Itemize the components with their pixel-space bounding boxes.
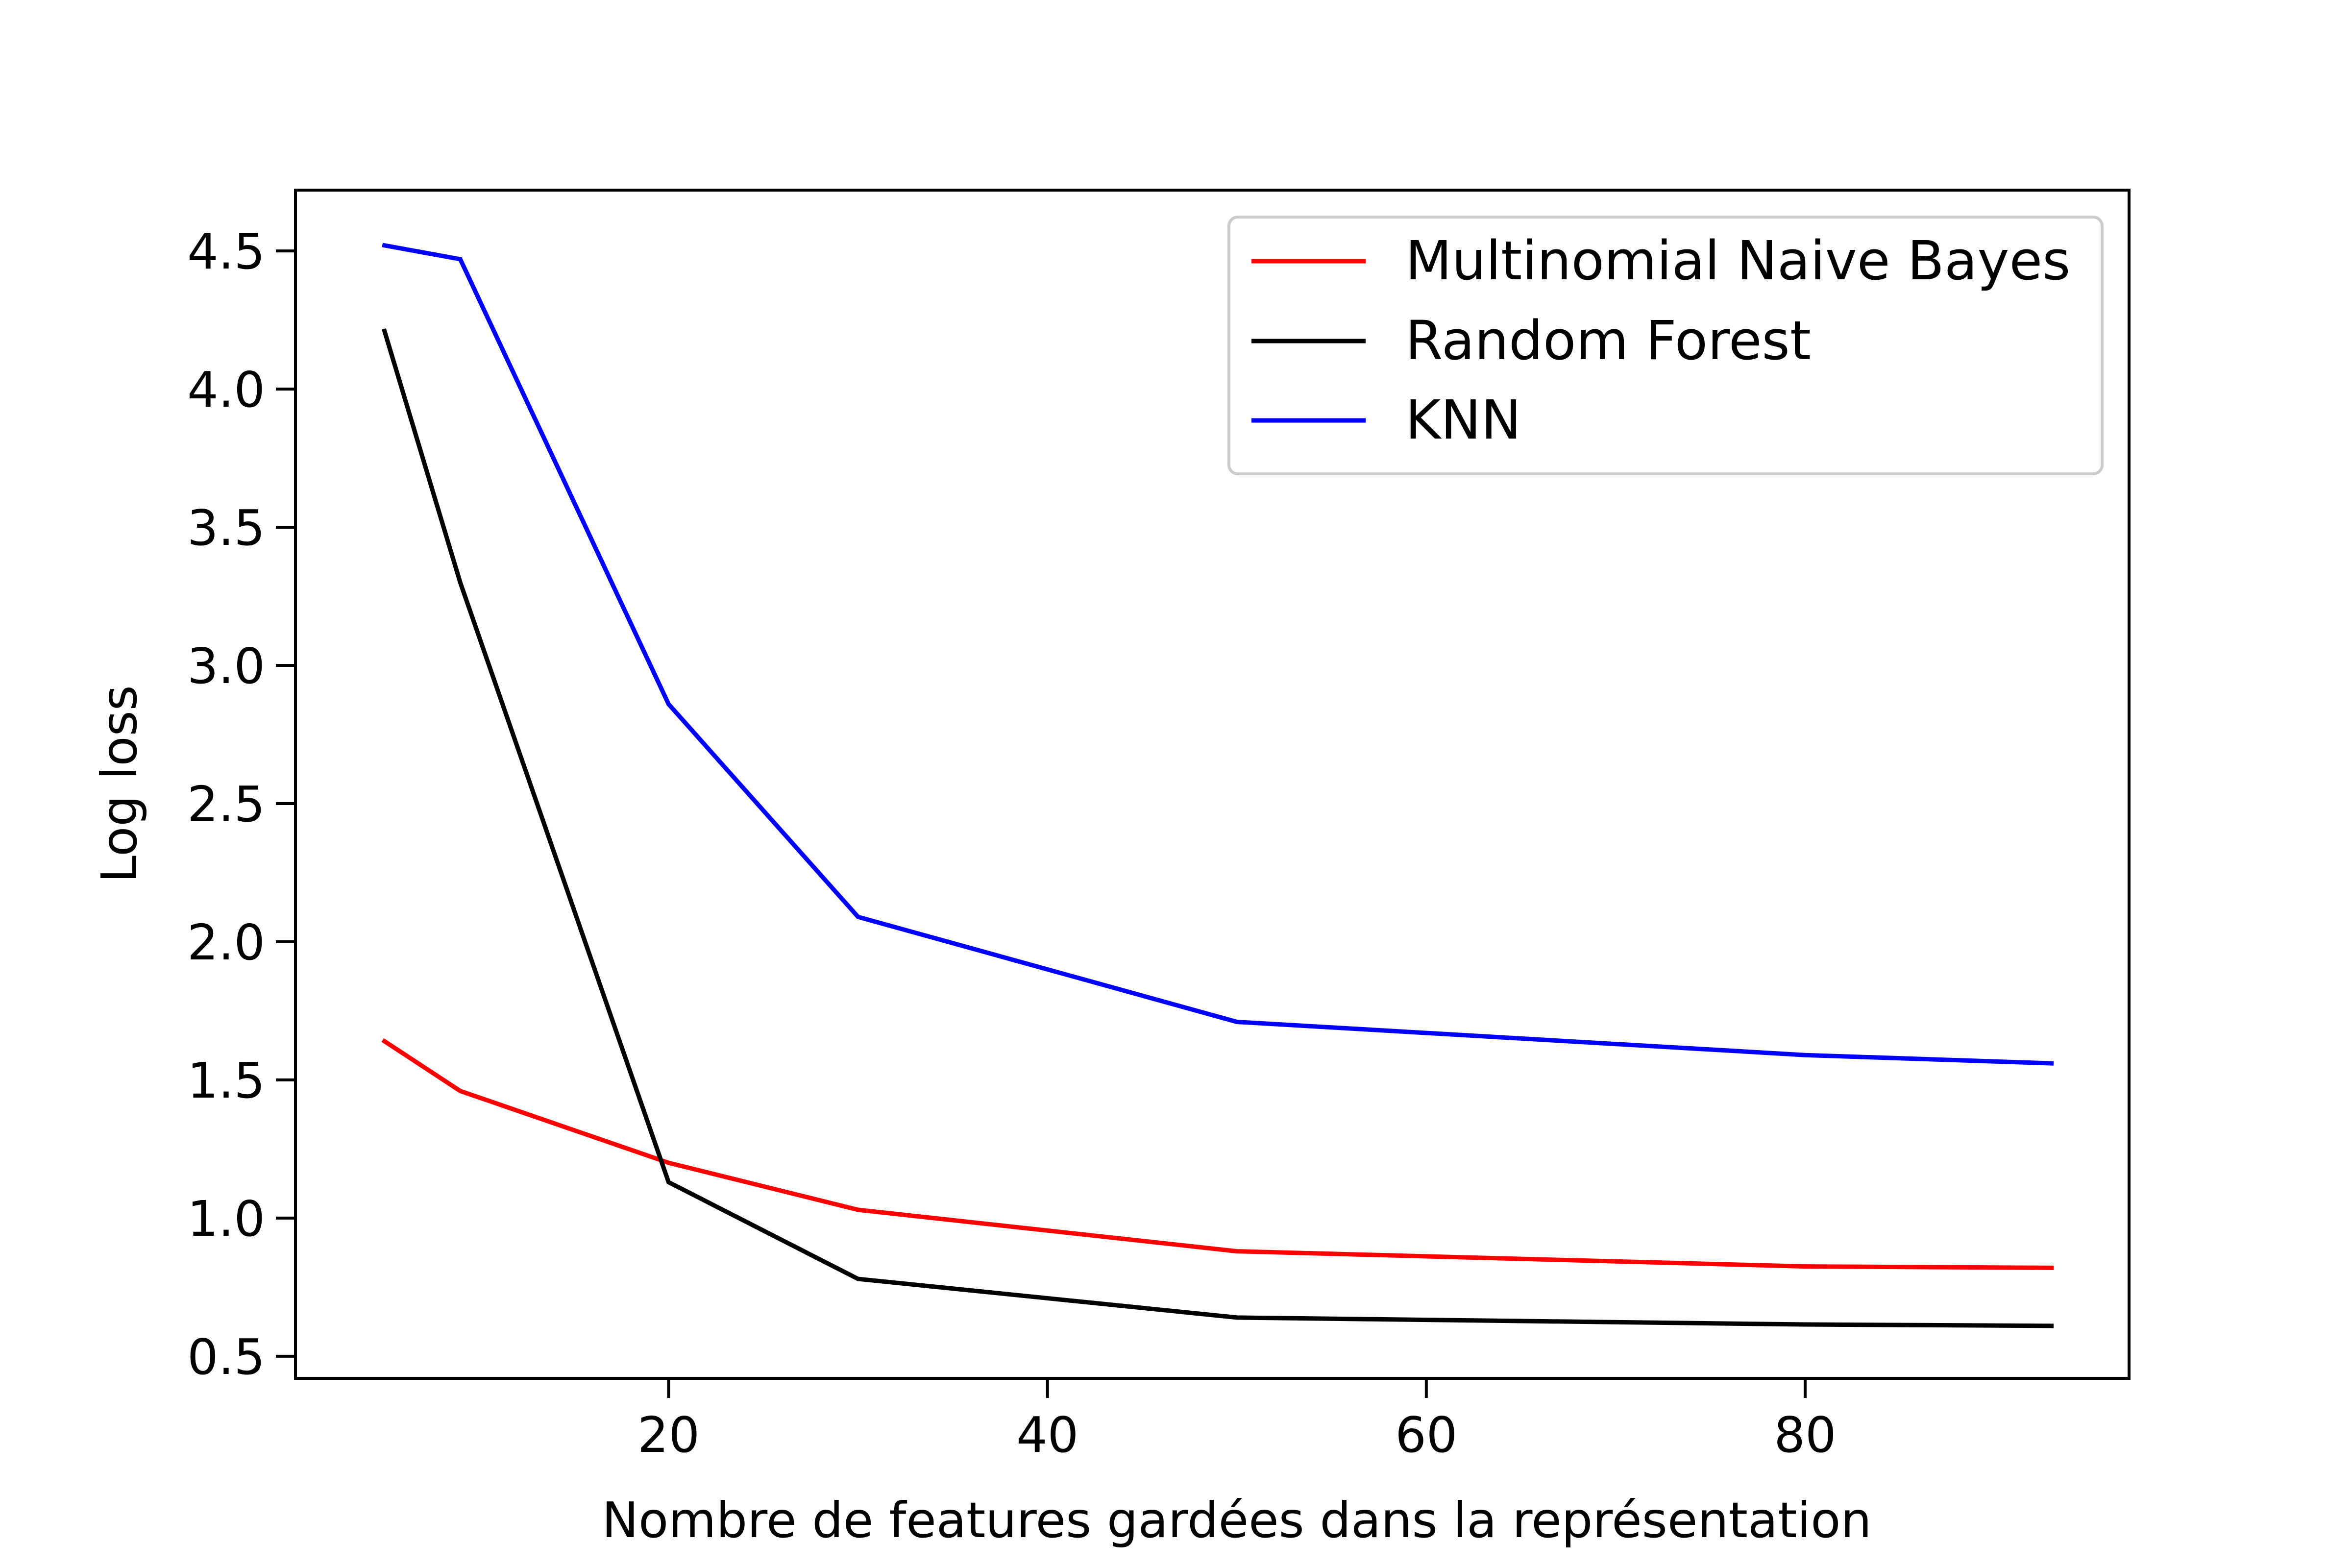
- x-axis: 20 40 60 80: [637, 1378, 1837, 1464]
- series-line-multinomial-naive-bayes: [381, 1038, 2054, 1270]
- y-tick-label: 1.5: [187, 1052, 265, 1109]
- legend-label-multinomial-naive-bayes: Multinomial Naive Bayes: [1405, 229, 2071, 292]
- series-line-knn: [382, 243, 2054, 1066]
- y-tick-label: 4.0: [187, 361, 265, 418]
- y-tick-label: 3.5: [187, 499, 265, 557]
- y-tick-label: 0.5: [187, 1328, 265, 1386]
- axes-frame: [294, 189, 2131, 1380]
- series-layer: [381, 243, 2054, 1328]
- legend-label-knn: KNN: [1405, 389, 1521, 451]
- legend-label-random-forest: Random Forest: [1405, 309, 1811, 372]
- y-tick-label: 3.0: [187, 637, 265, 695]
- x-tick-label: 80: [1774, 1406, 1836, 1464]
- y-axis: 0.5 1.0 1.5 2.0 2.5 3.0 3.5 4.0 4.5: [187, 223, 295, 1386]
- y-tick-label: 4.5: [187, 223, 265, 280]
- y-tick-label: 2.0: [187, 914, 265, 971]
- x-tick-label: 40: [1016, 1406, 1078, 1464]
- y-tick-label: 1.0: [187, 1190, 265, 1248]
- y-tick-label: 2.5: [187, 776, 265, 833]
- x-tick-label: 60: [1395, 1406, 1457, 1464]
- legend: Multinomial Naive Bayes Random Forest KN…: [1227, 216, 2104, 475]
- series-line-random-forest: [382, 328, 2054, 1328]
- x-tick-label: 20: [637, 1406, 700, 1464]
- x-axis-label: Nombre de features gardées dans la repré…: [602, 1492, 1872, 1549]
- legend-box: [1227, 216, 2104, 475]
- y-axis-label: Log loss: [91, 685, 148, 883]
